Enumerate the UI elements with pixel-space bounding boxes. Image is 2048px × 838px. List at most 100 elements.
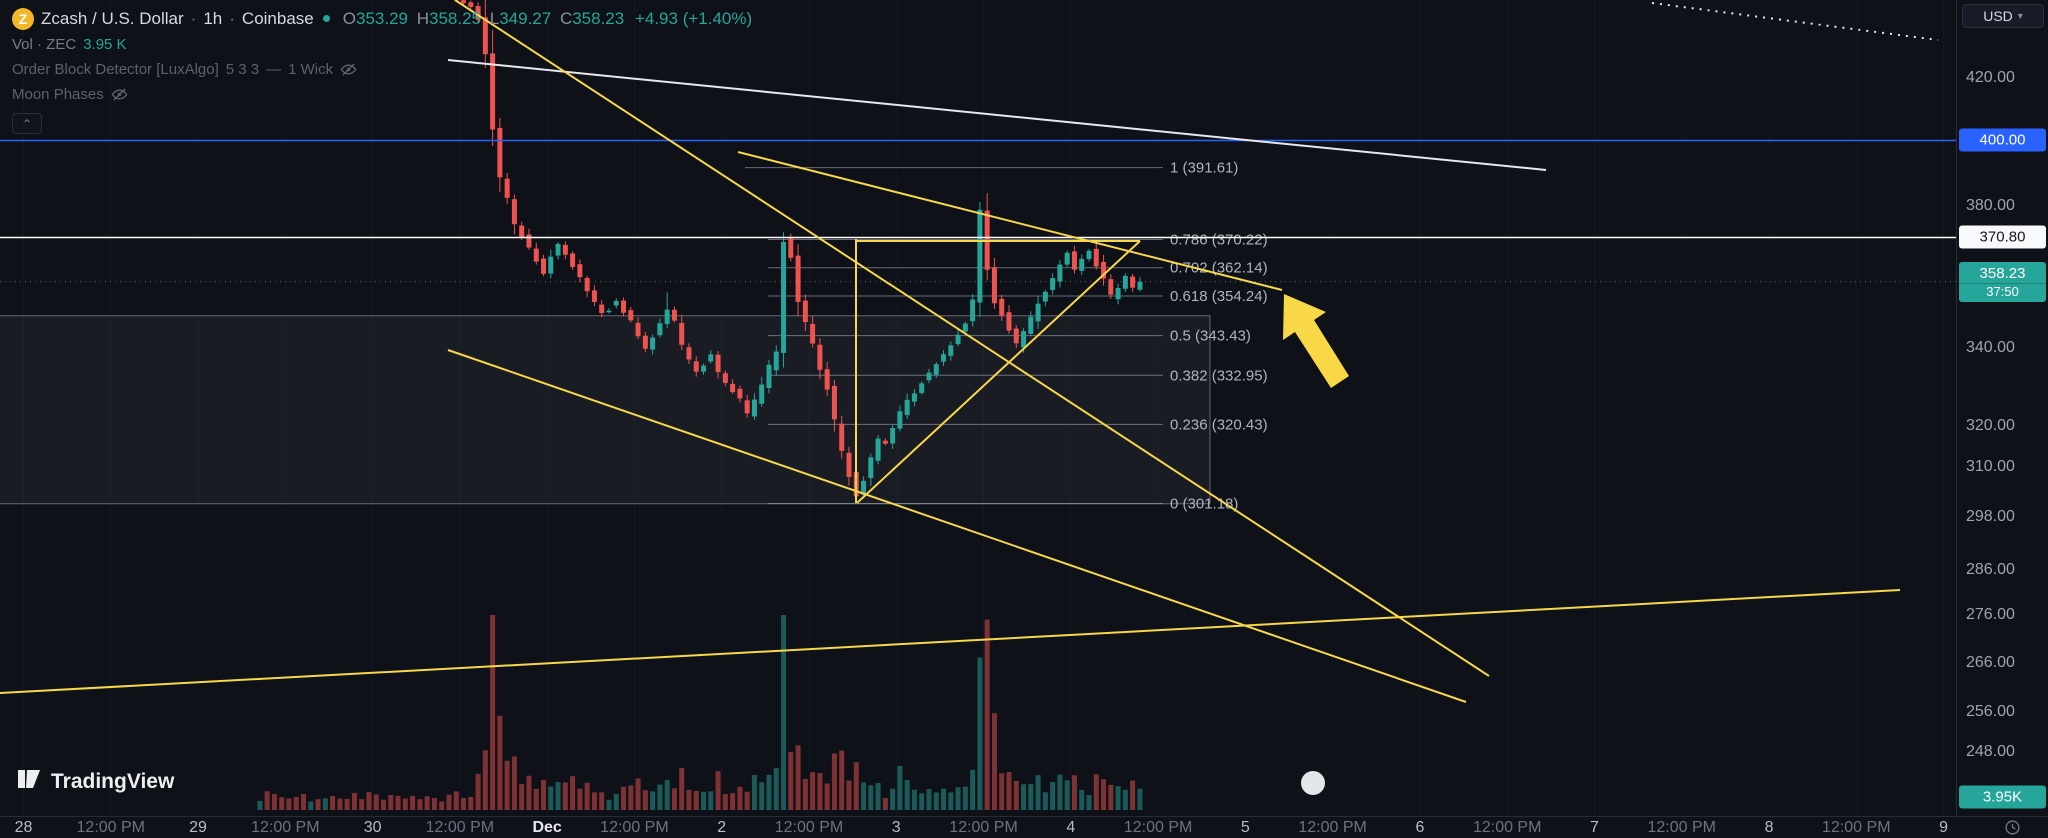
volume-bar (861, 782, 867, 810)
yellow-upper-trendline[interactable] (737, 151, 1283, 291)
volume-bar (955, 787, 961, 810)
candle-body (1079, 258, 1085, 271)
volume-indicator-row[interactable]: Vol · ZEC 3.95 K (12, 32, 752, 57)
currency-dropdown[interactable]: USD ▾ (1962, 4, 2044, 28)
candle-body (671, 309, 677, 321)
exchange-label[interactable]: Coinbase (241, 8, 314, 28)
volume-bar (1108, 784, 1114, 810)
price-axis-label: 310.00 (1966, 457, 2015, 475)
volume-bar (977, 657, 983, 810)
volume-bar (628, 785, 634, 810)
eye-slash-icon[interactable] (340, 61, 357, 78)
volume-bar (591, 792, 597, 810)
price-axis-label: 380.00 (1966, 197, 2015, 215)
price-axis-label: 276.00 (1966, 606, 2015, 624)
price-axis[interactable]: USD ▾ 420.00 380.00 340.00 320.00 310.00 298.… (1956, 0, 2048, 816)
candle-body (831, 385, 837, 420)
volume-bar (497, 715, 503, 810)
volume-bar (293, 797, 299, 810)
volume-bar (766, 774, 772, 810)
volume-bar (1101, 779, 1107, 810)
candle-body (919, 383, 925, 393)
volume-bar (948, 792, 954, 810)
fib-level-label: 0.236 (320.43) (1170, 416, 1268, 433)
volume-bar (308, 801, 314, 810)
order-block-box[interactable] (0, 315, 1210, 504)
bar-countdown: 37:50 (1959, 282, 2046, 300)
white-dotted-trendline[interactable] (1651, 2, 1939, 41)
eye-slash-icon[interactable] (111, 86, 128, 103)
indicator-row-order-block[interactable]: Order Block Detector [LuxAlgo] 5 3 3 — 1… (12, 57, 752, 82)
volume-bars (257, 615, 1143, 810)
time-axis-label: 30 (363, 819, 382, 836)
volume-bar (577, 788, 583, 810)
candle-body (759, 384, 765, 404)
yellow-bottom-trendline[interactable] (0, 589, 1901, 694)
candle-body (1130, 276, 1136, 288)
candle-body (1028, 316, 1034, 334)
volume-bar (824, 783, 830, 810)
volume-bar (715, 771, 721, 810)
clock-icon[interactable] (2004, 819, 2021, 838)
volume-bar (562, 782, 568, 810)
yellow-steep-trendline[interactable] (454, 0, 1490, 677)
time-axis-label: 12:00 PM (425, 819, 495, 836)
candle-body (628, 310, 634, 321)
last-price-badge[interactable]: 358.23 37:50 (1959, 261, 2046, 302)
price-badge-370-80[interactable]: 370.80 (1959, 225, 2046, 249)
price-chart[interactable]: 1 (391.61) 0.786 (370.22) 0.702 (362.14) 0.… (0, 0, 1956, 816)
candle-body (1101, 261, 1107, 279)
time-axis-label: 12:00 PM (600, 819, 669, 836)
volume-bar (751, 774, 757, 810)
legend-collapse-button[interactable]: ⌃ (12, 113, 42, 134)
candle-body (722, 373, 728, 383)
volume-bar (686, 789, 692, 810)
indicator-row-moon-phases[interactable]: Moon Phases (12, 82, 752, 107)
volume-badge[interactable]: 3.95K (1959, 785, 2046, 809)
volume-bar (431, 797, 437, 810)
volume-bar (701, 791, 707, 810)
interval-label[interactable]: 1h (203, 8, 223, 28)
symbol-row[interactable]: Z Zcash / U.S. Dollar · 1h · Coinbase O3… (12, 5, 752, 32)
volume-bar (286, 798, 292, 810)
yellow-triangle-hypotenuse[interactable] (856, 240, 1141, 504)
chart-pane[interactable]: 1 (391.61) 0.786 (370.22) 0.702 (362.14) 0.… (0, 0, 1956, 816)
volume-bar (984, 619, 990, 810)
fib-level-label: 0.618 (354.24) (1170, 288, 1268, 305)
volume-bar (271, 794, 277, 810)
yellow-lower-trendline[interactable] (447, 349, 1467, 703)
chart-legend: Z Zcash / U.S. Dollar · 1h · Coinbase O3… (12, 5, 752, 134)
volume-bar (759, 782, 765, 810)
separator: · (190, 8, 197, 28)
candle-body (541, 258, 547, 274)
price-axis-label: 256.00 (1966, 702, 2015, 720)
volume-bar (257, 800, 263, 810)
time-axis-label: 9 (1939, 819, 1949, 836)
candle-body (911, 393, 917, 402)
volume-bar (264, 791, 270, 810)
volume-bar (650, 791, 656, 810)
symbol-title[interactable]: Zcash / U.S. Dollar (41, 8, 184, 28)
tradingview-watermark[interactable]: TradingView (16, 766, 174, 798)
volume-bar (679, 767, 685, 810)
yellow-arrow-annotation[interactable] (1283, 294, 1349, 388)
white-descending-trendline[interactable] (447, 59, 1547, 171)
volume-bar (511, 756, 517, 810)
price-axis-label: 266.00 (1966, 653, 2015, 671)
candle-body (1071, 251, 1077, 270)
time-axis[interactable]: 28 12:00 PM 29 12:00 PM 30 12:00 PM Dec 12:00 P… (0, 816, 2048, 838)
volume-bar (817, 773, 823, 810)
candle-body (679, 322, 685, 345)
candles (453, 0, 1143, 504)
candle-body (948, 345, 954, 356)
candle-body (1021, 331, 1027, 348)
volume-bar (446, 794, 452, 810)
volume-bar (1021, 784, 1027, 810)
volume-bar (853, 762, 859, 810)
volume-bar (999, 773, 1005, 810)
volume-bar (904, 780, 910, 810)
price-badge-400[interactable]: 400.00 (1959, 128, 2046, 152)
candle-body (693, 361, 699, 372)
candle-body (810, 324, 816, 344)
time-axis-label: Dec (532, 819, 562, 836)
